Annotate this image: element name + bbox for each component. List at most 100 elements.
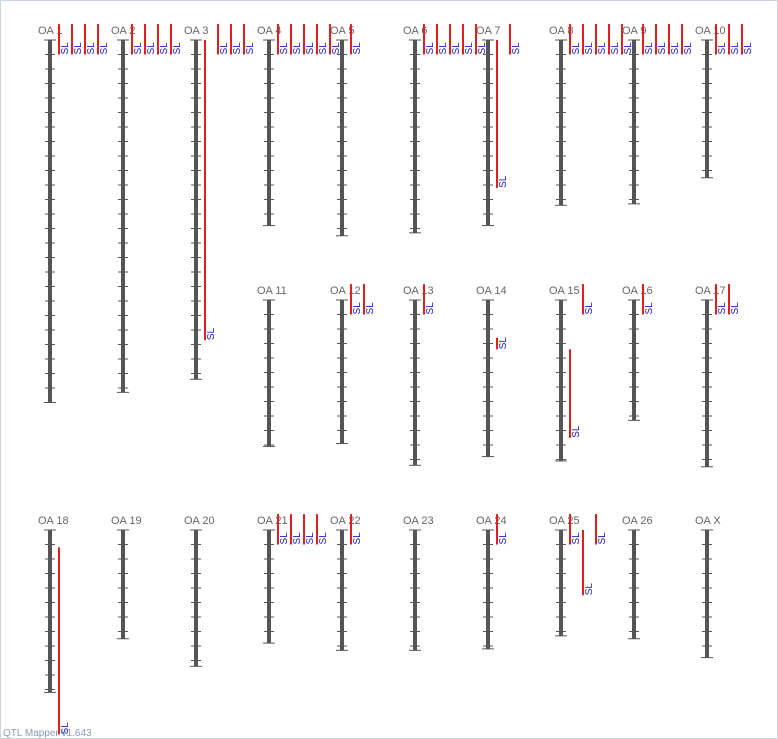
qtl-label: SL — [644, 302, 655, 315]
qtl-label: SL — [352, 302, 363, 315]
chromosome — [340, 530, 344, 651]
qtl-label: SL — [318, 42, 329, 55]
chromosome — [194, 530, 198, 667]
qtl-label: SL — [60, 42, 71, 55]
qtl-label: SL — [477, 42, 488, 55]
qtl-label: SL — [644, 42, 655, 55]
chromosome — [559, 530, 563, 636]
qtl-label: SL — [657, 42, 668, 55]
qtl-label: SL — [730, 42, 741, 55]
qtl-label: SL — [498, 175, 509, 188]
chromosome — [705, 40, 709, 178]
qtl-label: SL — [717, 302, 728, 315]
chromosome — [340, 40, 344, 236]
qtl-label: SL — [584, 583, 595, 596]
chromosome — [413, 300, 417, 466]
chromosome-label: OA 25 — [549, 515, 580, 527]
chromosome-label: OA 6 — [403, 25, 427, 37]
qtl-label: SL — [60, 722, 71, 735]
qtl-label: SL — [305, 532, 316, 545]
qtl-label: SL — [610, 42, 621, 55]
chromosome-label: OA 18 — [38, 515, 69, 527]
qtl-label: SL — [670, 42, 681, 55]
chromosome-label: OA 23 — [403, 515, 434, 527]
chromosome — [121, 530, 125, 639]
qtl-label: SL — [159, 42, 170, 55]
chromosome — [48, 530, 52, 693]
chromosome-label: OA 12 — [330, 285, 361, 297]
qtl-label: SL — [99, 42, 110, 55]
qtl-label: SL — [743, 42, 754, 55]
chromosome — [705, 300, 709, 467]
qtl-label: SL — [279, 532, 290, 545]
qtl-label: SL — [292, 42, 303, 55]
chromosome-label: OA 7 — [476, 25, 500, 37]
chromosome-label: OA 20 — [184, 515, 215, 527]
chromosome — [267, 530, 271, 644]
qtl-label: SL — [425, 302, 436, 315]
chromosome-label: OA 3 — [184, 25, 208, 37]
qtl-label: SL — [498, 532, 509, 545]
chromosome — [705, 530, 709, 658]
chromosome — [413, 40, 417, 233]
qtl-label: SL — [584, 42, 595, 55]
chromosome-label: OA 4 — [257, 25, 281, 37]
qtl-label: SL — [584, 302, 595, 315]
qtl-label: SL — [352, 42, 363, 55]
qtl-label: SL — [133, 42, 144, 55]
chromosome-label: OA 17 — [695, 285, 726, 297]
chromosome-label: OA 14 — [476, 285, 507, 297]
chromosome-label: OA 16 — [622, 285, 653, 297]
qtl-label: SL — [86, 42, 97, 55]
qtl-label: SL — [365, 302, 376, 315]
chromosome — [486, 40, 490, 226]
qtl-label: SL — [511, 42, 522, 55]
footer: QTL Mapper v1.643 — [3, 728, 92, 739]
chromosome — [194, 40, 198, 380]
qtl-label: SL — [292, 532, 303, 545]
chromosome — [559, 40, 563, 206]
chromosome — [340, 300, 344, 444]
chromosome-label: OA 26 — [622, 515, 653, 527]
chromosome-label: OA 13 — [403, 285, 434, 297]
chromosome — [632, 40, 636, 204]
chromosome-label: OA 21 — [257, 515, 288, 527]
chromosome-label: OA 10 — [695, 25, 726, 37]
chromosome-label: OA 9 — [622, 25, 646, 37]
chromosome-label: OA 1 — [38, 25, 62, 37]
qtl-label: SL — [451, 42, 462, 55]
qtl-label: SL — [331, 42, 342, 55]
qtl-label: SL — [571, 532, 582, 545]
qtl-label: SL — [683, 42, 694, 55]
qtl-label: SL — [73, 42, 84, 55]
chromosome — [486, 300, 490, 457]
chromosome-label: OA 11 — [257, 285, 287, 297]
qtl-label: SL — [464, 42, 475, 55]
qtl-label: SL — [571, 42, 582, 55]
qtl-label: SL — [730, 302, 741, 315]
chromosome-label: OA 5 — [330, 25, 354, 37]
qtl-label: SL — [571, 425, 582, 438]
chromosome — [559, 300, 563, 461]
qtl-label: SL — [245, 42, 256, 55]
qtl-label: SL — [597, 42, 608, 55]
chromosome-label: OA 15 — [549, 285, 580, 297]
qtl-label: SL — [305, 42, 316, 55]
qtl-label: SL — [352, 532, 363, 545]
qtl-label: SL — [623, 42, 634, 55]
qtl-label: SL — [206, 327, 217, 340]
qtl-label: SL — [318, 532, 329, 545]
qtl-label: SL — [279, 42, 290, 55]
chromosome-label: OA 2 — [111, 25, 135, 37]
qtl-label: SL — [219, 42, 230, 55]
chromosome-label: OA 22 — [330, 515, 361, 527]
qtl-label: SL — [425, 42, 436, 55]
chromosome — [632, 300, 636, 421]
chromosome — [413, 530, 417, 651]
chromosome — [486, 530, 490, 649]
qtl-label: SL — [172, 42, 183, 55]
chromosome — [267, 40, 271, 226]
